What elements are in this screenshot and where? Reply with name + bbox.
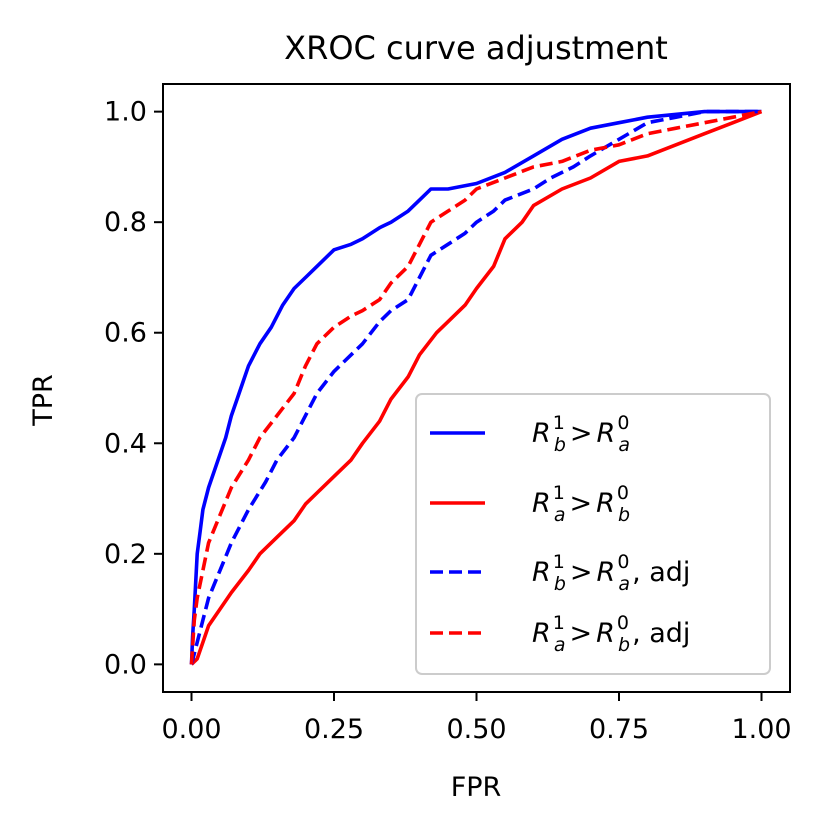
series-layer [189,109,763,666]
x-tick-label: 0.25 [304,714,364,745]
x-tick-label: 1.00 [731,714,791,745]
y-tick-label: 0.6 [104,318,147,349]
series-line-3 [189,109,762,665]
legend-label-3: R 1 b > R 0 a, adj [532,551,690,595]
x-axis-label: FPR [451,772,502,803]
series-line-2 [190,109,763,666]
x-tick-label: 0.50 [446,714,506,745]
legend-label-1: R 1 b > R 0 a [532,412,630,456]
series-line-4 [189,109,762,665]
y-tick-label: 1.0 [104,97,147,128]
legend-label-4: R 1 a > R 0 b, adj [532,612,690,656]
legend-label-2: R 1 a > R 0 b [532,482,630,526]
legend: R 1 b > R 0 a R 1 a > R 0 b R 1 b > R 0 a, adj R 1 a > R 0 b, adj [415,393,771,675]
chart-title: XROC curve adjustment [284,29,668,67]
x-tick-label: 0.75 [589,714,649,745]
y-tick-label: 0.4 [104,428,147,459]
y-tick-label: 0.2 [104,539,147,570]
y-tick-label: 0.0 [104,649,147,680]
series-line-1 [189,109,762,665]
legend-box [415,393,771,675]
ticks-layer: 0.00 0.25 0.50 0.75 1.00 0.0 0.2 0.4 0.6 0.8 1.0 [104,97,792,745]
y-tick-label: 0.8 [104,207,147,238]
y-axis-label: TPR [28,374,59,427]
x-tick-label: 0.00 [161,714,221,745]
plot-frame [162,83,791,693]
